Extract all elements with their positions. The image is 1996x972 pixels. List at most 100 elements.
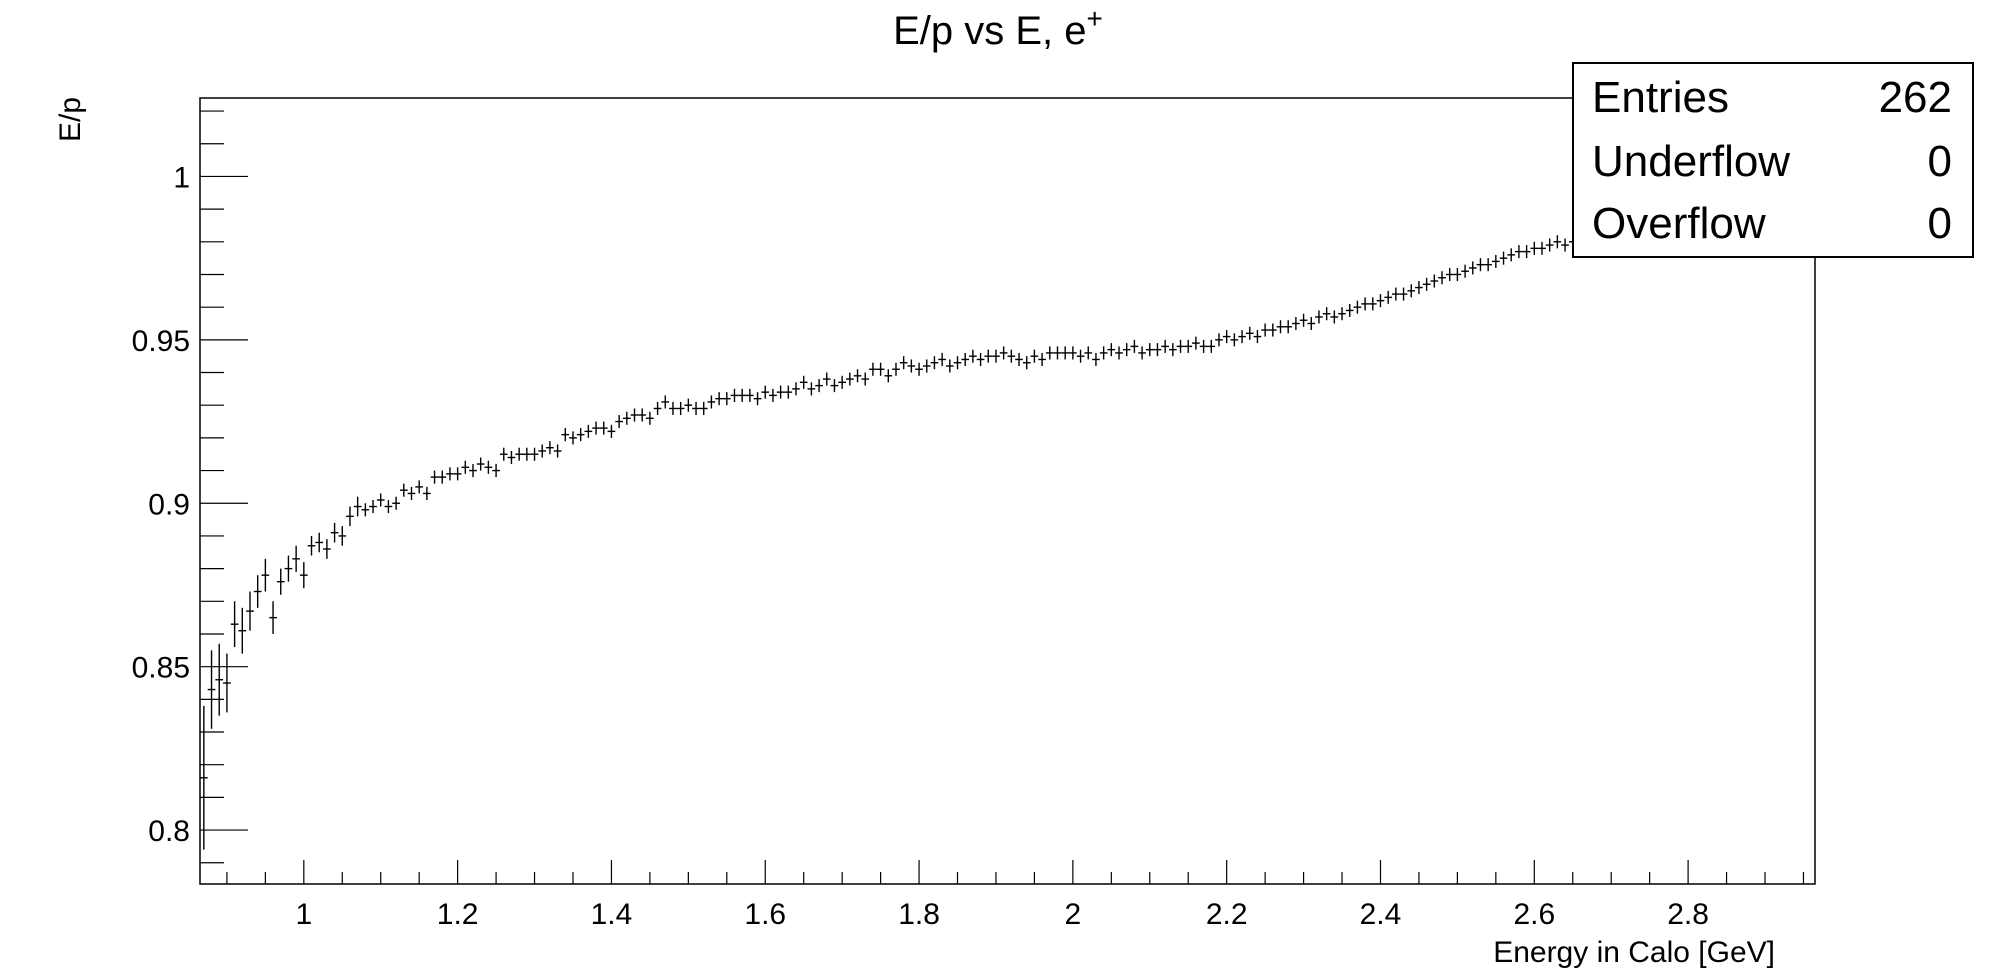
chart-title: E/p vs E, e+ <box>893 3 1103 53</box>
data-point <box>784 385 793 399</box>
data-point <box>1522 245 1531 259</box>
data-point <box>438 470 447 484</box>
data-point <box>899 356 908 370</box>
data-points <box>200 222 1592 850</box>
data-point <box>607 424 616 438</box>
x-tick-label: 1 <box>295 898 312 931</box>
data-point <box>207 650 216 729</box>
data-point <box>915 362 923 376</box>
data-point <box>1553 235 1562 249</box>
data-point <box>1307 316 1316 331</box>
data-point <box>1353 300 1362 314</box>
stats-value: 0 <box>1927 199 1952 248</box>
data-point <box>661 395 670 409</box>
data-point <box>861 372 870 386</box>
data-point <box>1199 339 1208 353</box>
data-point <box>215 643 224 716</box>
data-point <box>338 526 347 546</box>
data-point <box>992 349 1000 363</box>
data-point <box>330 522 339 543</box>
data-point <box>1007 349 1016 363</box>
data-point <box>1276 320 1285 334</box>
y-axis: 0.8 0.85 0.9 0.95 1 <box>132 110 248 864</box>
data-point <box>453 467 462 481</box>
data-point <box>369 499 377 514</box>
data-point <box>1045 346 1054 360</box>
data-point <box>1430 274 1439 288</box>
data-point <box>292 545 300 572</box>
data-point <box>753 392 762 406</box>
data-point <box>1184 339 1193 353</box>
data-point <box>315 532 324 553</box>
x-tick-label: 2 <box>1065 898 1082 931</box>
data-point <box>1215 333 1223 347</box>
chart-title-superscript: + <box>1087 3 1103 34</box>
x-axis-label: Energy in Calo [GeV] <box>1493 936 1775 969</box>
data-point <box>599 421 608 435</box>
data-point <box>446 467 454 481</box>
data-point <box>830 379 839 393</box>
data-point <box>1253 330 1262 344</box>
data-point <box>776 385 785 399</box>
data-point <box>922 359 931 373</box>
data-point <box>669 401 677 416</box>
data-point <box>361 503 370 517</box>
data-point <box>476 457 485 471</box>
data-point <box>1015 352 1023 366</box>
data-point <box>553 444 562 458</box>
x-tick-label: 2.2 <box>1206 898 1248 931</box>
data-point <box>515 447 523 461</box>
x-tick-label: 1.4 <box>591 898 633 931</box>
data-point <box>1438 271 1446 285</box>
stats-box: Entries 262 Underflow 0 Overflow 0 <box>1572 62 1974 258</box>
data-point <box>1130 339 1139 353</box>
data-point <box>761 385 770 399</box>
data-point <box>484 460 493 474</box>
data-point <box>1484 258 1492 272</box>
data-point <box>538 444 547 458</box>
data-point <box>1299 313 1308 327</box>
data-point <box>622 411 631 425</box>
data-point <box>399 483 408 497</box>
data-point <box>284 555 293 582</box>
data-point <box>1145 343 1154 357</box>
data-point <box>430 470 439 484</box>
data-point <box>715 392 723 406</box>
data-point <box>561 428 570 442</box>
stats-value: 262 <box>1878 73 1952 122</box>
data-point <box>815 379 823 393</box>
chart-title-text: E/p vs E, e <box>893 9 1086 53</box>
data-point <box>1222 330 1231 344</box>
data-point <box>1238 330 1246 344</box>
data-point <box>1099 346 1108 360</box>
data-point <box>945 359 954 373</box>
data-point <box>1330 310 1339 324</box>
stats-value: 0 <box>1927 137 1952 186</box>
data-point <box>930 356 939 370</box>
data-point <box>653 401 662 416</box>
data-point <box>1461 264 1469 278</box>
data-point <box>999 346 1008 360</box>
data-point <box>746 388 754 402</box>
data-point <box>1368 297 1377 311</box>
data-point <box>1492 254 1500 268</box>
data-point <box>1230 333 1239 347</box>
data-point <box>1292 316 1300 331</box>
data-point <box>523 447 531 461</box>
data-point <box>1107 343 1116 357</box>
data-point <box>1445 267 1454 282</box>
data-point <box>1245 326 1254 340</box>
stats-row-entries: Entries 262 <box>1592 68 1952 128</box>
data-point <box>407 486 416 500</box>
data-point <box>1399 287 1408 301</box>
data-point <box>299 562 308 589</box>
data-point <box>1038 352 1046 366</box>
data-point <box>1069 346 1077 360</box>
data-point <box>1545 238 1554 252</box>
x-tick-label: 1.8 <box>898 898 940 931</box>
data-point <box>615 415 623 429</box>
data-point <box>869 362 877 376</box>
data-point <box>730 388 739 402</box>
data-point <box>976 352 985 366</box>
data-point <box>1376 294 1385 308</box>
